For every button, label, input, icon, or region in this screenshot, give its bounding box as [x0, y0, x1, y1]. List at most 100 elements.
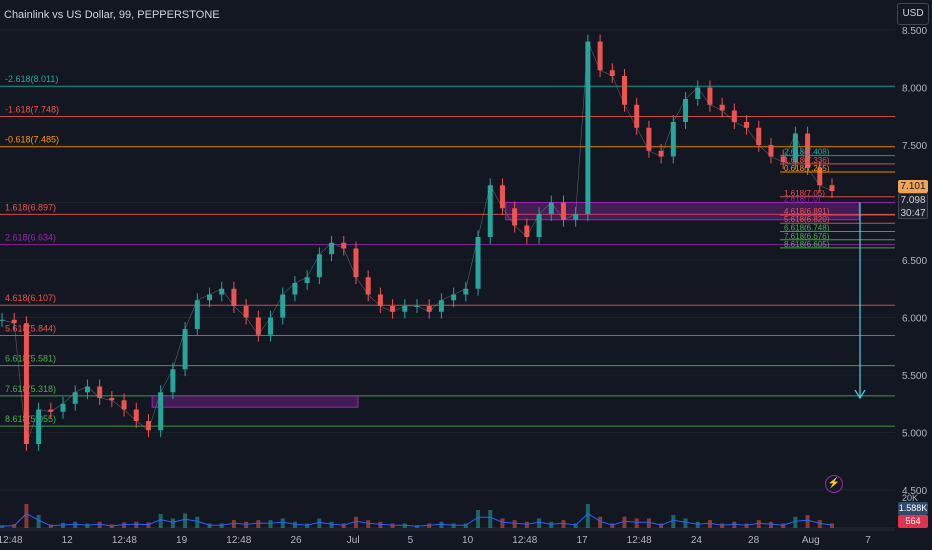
price-tick-label: 7.500: [902, 141, 927, 152]
countdown: 30:47: [900, 208, 926, 219]
volume-bar: [61, 522, 66, 528]
price-series: [0, 34, 835, 451]
candle-body: [231, 288, 237, 306]
volume-bar: [476, 510, 481, 528]
candle-body: [829, 185, 835, 191]
candle-body: [817, 168, 823, 186]
candle-body: [573, 214, 579, 220]
time-axis[interactable]: 12:48 12 12:48 19 12:48 26 Jul 5 10 12:48 17 12:48 2…: [0, 529, 895, 546]
candle-body: [121, 400, 127, 410]
candle-body: [805, 133, 811, 168]
candle-body: [145, 421, 151, 431]
candle-body: [585, 41, 591, 214]
candle-body: [48, 409, 54, 412]
secondary-price-badge: 7.098 30:47: [898, 193, 928, 219]
time-tick-label: 28: [748, 535, 760, 546]
right-fib-label: 7.618(6.676): [784, 232, 830, 241]
candle-body: [560, 202, 566, 220]
volume-bar: [707, 520, 712, 528]
volume-ma-line: [1, 512, 833, 527]
price-line: [1, 41, 833, 445]
time-tick-label: 12:48: [512, 535, 537, 546]
time-tick-label: 12:48: [627, 535, 652, 546]
candle-body: [23, 323, 29, 444]
candle-body: [0, 319, 5, 321]
volume-bar: [598, 516, 603, 528]
volume-bar: [793, 516, 798, 528]
time-tick-label: 19: [176, 535, 188, 546]
volume-bar: [439, 521, 444, 528]
currency-button[interactable]: USD: [897, 3, 929, 25]
candle-body: [463, 288, 469, 295]
zone-box: [505, 202, 860, 221]
fib-label: 1.618(6.897): [5, 202, 56, 212]
candle-body: [11, 319, 17, 324]
time-tick-label: Aug: [802, 535, 820, 546]
candle-body: [780, 156, 786, 163]
time-tick-label: 5: [408, 535, 414, 546]
volume-bar: [768, 521, 773, 528]
volume-bar: [158, 514, 163, 528]
candle-body: [719, 104, 725, 111]
volume-bar: [195, 516, 200, 528]
candle-body: [243, 306, 249, 318]
volume-bar: [122, 522, 127, 528]
time-tick-label: 24: [691, 535, 703, 546]
candle-body: [768, 145, 774, 157]
price-axis[interactable]: 8.5008.0007.5007.0006.5006.0005.5005.000…: [902, 26, 927, 497]
grid: [0, 29, 895, 491]
candle-body: [97, 386, 103, 398]
candle-body: [60, 403, 66, 412]
right-fib-label: 2.618(7.0): [784, 195, 821, 204]
price-tick-label: 4.500: [902, 486, 927, 497]
zone-box: [151, 395, 359, 408]
current-price-badge: 7.101: [898, 180, 928, 193]
volume-bar: [73, 521, 78, 528]
right-fib-label: 2.618(7.408): [784, 148, 830, 157]
price-tick-label: 8.000: [902, 84, 927, 95]
candle-body: [207, 294, 212, 301]
candle-body: [353, 248, 359, 278]
candle-body: [219, 288, 225, 295]
right-fib-label: 8.618(6.605): [784, 240, 830, 249]
fib-label: 2.618(6.634): [5, 233, 56, 243]
volume-bar: [561, 520, 566, 528]
time-tick-label: 12:48: [112, 535, 137, 546]
candle-body: [597, 41, 603, 71]
volume-bar: [170, 518, 175, 528]
volume-bar: [97, 521, 102, 528]
volume-scale-label: 20K: [902, 493, 918, 503]
candle-body: [536, 214, 542, 237]
volume-bar: [244, 521, 249, 528]
candle-body: [622, 76, 627, 105]
zones: [151, 202, 860, 408]
candle-body: [487, 185, 493, 237]
volume-bar: [36, 515, 41, 528]
candle-body: [255, 317, 261, 335]
time-tick-label: 12: [62, 535, 74, 546]
candle-body: [426, 306, 432, 312]
price-tick-label: 6.500: [902, 256, 927, 267]
fib-label: -2.618(8.011): [5, 74, 58, 84]
volume-bar: [524, 521, 529, 528]
right-fib-label: 5.618(6.820): [784, 215, 830, 224]
candle-body: [744, 122, 750, 128]
candle-body: [304, 277, 310, 283]
volume-bar: [134, 521, 139, 528]
volume-value-badge: 1.588K: [898, 502, 928, 515]
volume-bar: [830, 523, 834, 528]
candle-body: [194, 300, 200, 329]
volume-pane: 20K: [0, 493, 918, 529]
volume-bar: [24, 504, 29, 528]
candle-body: [634, 104, 640, 128]
lightning-icon[interactable]: ⚡: [825, 475, 843, 493]
price-tick-label: 6.000: [902, 314, 927, 325]
fib-label: 6.618(5.581): [5, 354, 56, 364]
candle-body: [280, 294, 286, 318]
right-fib-label: 1.618(7.336): [784, 156, 830, 165]
candle-body: [268, 317, 274, 335]
right-fib-label: 1.618(7.05): [784, 189, 825, 198]
volume-bar: [512, 520, 517, 528]
time-tick-label: 10: [462, 535, 474, 546]
